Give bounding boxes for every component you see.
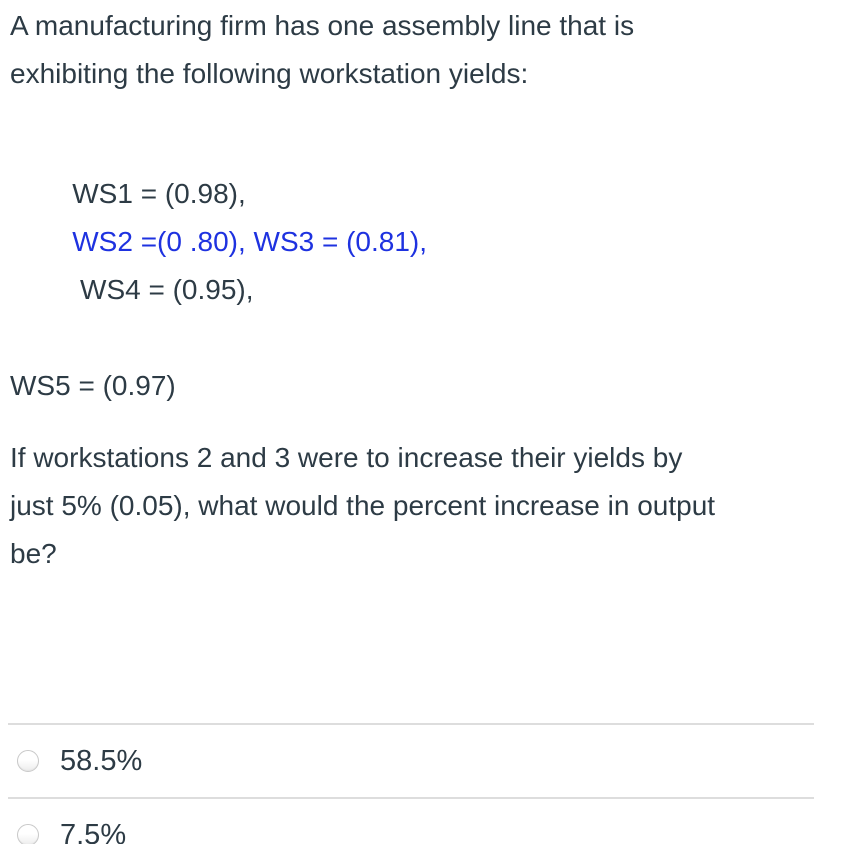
question-text: A manufacturing firm has one assembly li… [10, 2, 826, 578]
question-paragraph-yields: WS1 = (0.98), WS2 =(0 .80), WS3 = (0.81)… [10, 122, 826, 410]
answer-option-1[interactable]: 58.5% [8, 723, 814, 797]
radio-button-icon[interactable] [17, 750, 39, 772]
answer-option-2[interactable]: 7.5% [8, 797, 814, 844]
followup-line-2: just 5% (0.05), what would the percent i… [10, 490, 716, 521]
yields-line-1: WS1 = (0.98), WS2 =(0 .80), WS3 = (0.81)… [10, 122, 826, 362]
question-intro-line-1: A manufacturing firm has one assembly li… [10, 10, 635, 41]
question-paragraph-intro: A manufacturing firm has one assembly li… [10, 2, 826, 98]
followup-line-3: be? [10, 538, 57, 569]
yields-segment-ws2-ws3-highlighted: WS2 =(0 .80), WS3 = (0.81), [72, 226, 428, 257]
followup-line-1: If workstations 2 and 3 were to increase… [10, 442, 683, 473]
yields-segment-ws1: WS1 = (0.98), [72, 178, 254, 209]
radio-button-icon[interactable] [17, 824, 39, 844]
answer-options-list: 58.5% 7.5% 10% Not enough information [8, 723, 814, 844]
answer-option-label: 7.5% [60, 818, 127, 844]
yields-line-2: WS5 = (0.97) [10, 370, 176, 401]
question-paragraph-followup: If workstations 2 and 3 were to increase… [10, 434, 826, 578]
question-intro-line-2: exhibiting the following workstation yie… [10, 58, 529, 89]
answer-option-label: 58.5% [60, 744, 143, 777]
yields-segment-ws4: WS4 = (0.95), [72, 274, 254, 305]
